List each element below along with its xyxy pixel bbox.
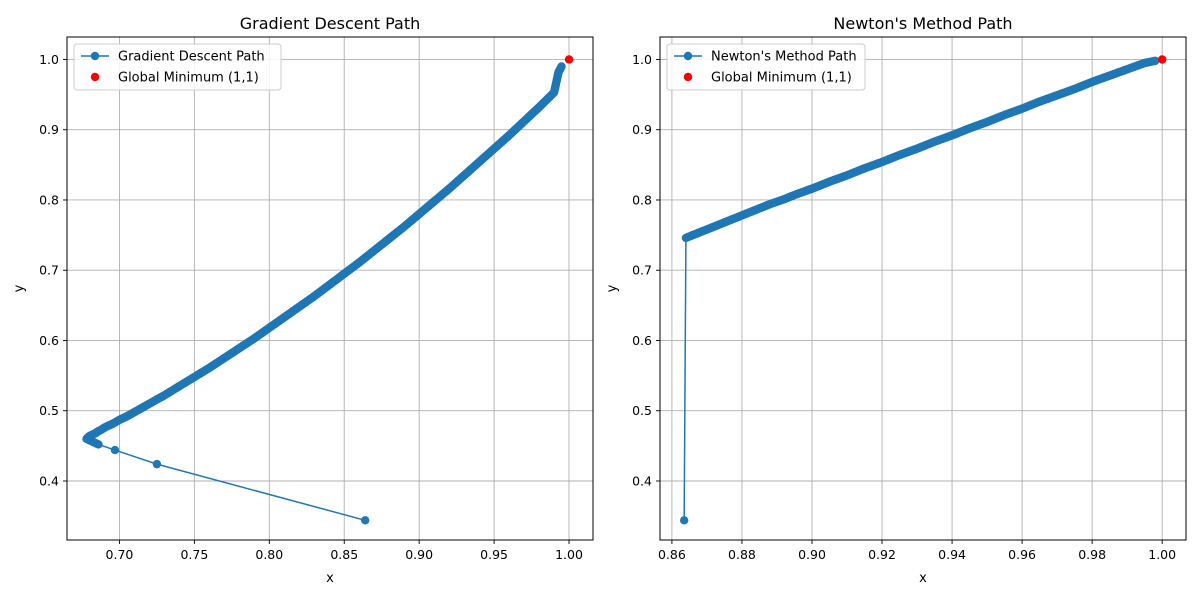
y-tick-label: 0.9 (632, 122, 652, 137)
plot-frame (66, 36, 594, 541)
data-point (110, 445, 120, 455)
y-axis-label: y (605, 284, 620, 292)
y-tick-label: 0.9 (39, 122, 59, 137)
x-tick-label: 0.90 (798, 547, 826, 562)
x-axis-label: x (919, 571, 927, 586)
legend: Newton's Method Path Global Minimum (1,1… (666, 43, 866, 91)
legend-marker-swatch (683, 51, 693, 61)
legend-marker-swatch (90, 51, 100, 61)
legend-entry-path: Gradient Descent Path (118, 50, 265, 65)
legend-box (73, 43, 282, 91)
x-tick-label: 0.96 (1008, 547, 1036, 562)
y-tick-label: 1.0 (39, 52, 59, 67)
x-tick-label: 0.80 (255, 547, 283, 562)
x-tick-label: 0.85 (330, 547, 358, 562)
gradient-descent-chart: 0.70 0.75 0.80 0.85 0.90 0.95 1.00 0.4 0.5 0.6 0.7… (12, 14, 594, 586)
y-tick-label: 0.5 (39, 403, 59, 418)
chart-title: Gradient Descent Path (240, 14, 421, 33)
legend: Gradient Descent Path Global Minimum (1,… (73, 43, 282, 91)
y-tick-label: 1.0 (632, 52, 652, 67)
data-point (1150, 56, 1160, 66)
y-axis-label: y (12, 284, 27, 292)
legend-entry-minimum: Global Minimum (1,1) (711, 71, 852, 86)
y-tick-label: 0.5 (632, 403, 652, 418)
data-point (361, 516, 370, 525)
x-tick-label: 0.75 (180, 547, 208, 562)
x-tick-label: 0.92 (868, 547, 896, 562)
y-tick-label: 0.4 (632, 473, 652, 488)
plot-frame (659, 36, 1187, 541)
x-tick-label: 0.98 (1078, 547, 1106, 562)
legend-minimum-swatch (90, 72, 100, 82)
y-tick-label: 0.6 (39, 333, 59, 348)
x-tick-label: 0.94 (938, 547, 966, 562)
x-tick-label: 0.95 (480, 547, 508, 562)
newtons-method-chart: 0.86 0.88 0.90 0.92 0.94 0.96 0.98 1.00 0.4 0.5 0.… (605, 14, 1187, 586)
global-minimum-point (1157, 55, 1167, 64)
x-axis-label: x (326, 571, 334, 586)
x-tick-label: 0.88 (728, 547, 756, 562)
y-tick-label: 0.4 (39, 473, 59, 488)
x-tick-label: 0.86 (658, 547, 686, 562)
legend-box (666, 43, 866, 91)
y-tick-label: 0.7 (632, 263, 652, 278)
chart-title: Newton's Method Path (833, 14, 1012, 33)
legend-entry-path: Newton's Method Path (711, 50, 857, 65)
data-point (557, 62, 566, 71)
legend-entry-minimum: Global Minimum (1,1) (118, 71, 259, 86)
x-tick-label: 1.00 (555, 547, 583, 562)
legend-minimum-swatch (683, 72, 693, 82)
x-tick-label: 1.00 (1148, 547, 1176, 562)
global-minimum-point (564, 55, 574, 64)
y-tick-label: 0.8 (632, 192, 652, 207)
data-point (152, 459, 162, 469)
data-point (679, 516, 689, 525)
y-tick-label: 0.6 (632, 333, 652, 348)
x-tick-label: 0.70 (106, 547, 134, 562)
x-tick-label: 0.90 (405, 547, 433, 562)
y-tick-label: 0.7 (39, 263, 59, 278)
y-tick-label: 0.8 (39, 192, 59, 207)
